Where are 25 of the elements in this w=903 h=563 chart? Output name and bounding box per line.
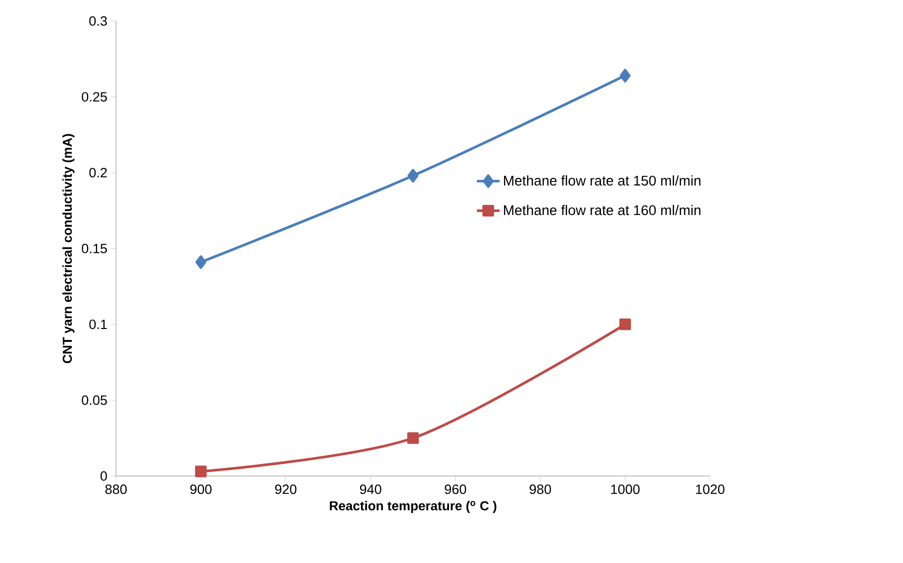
- point: [620, 68, 631, 82]
- point: [407, 432, 419, 444]
- legend-label: Methane flow rate at 150 ml/min: [504, 175, 700, 186]
- x-tick-label: 1000: [611, 484, 640, 494]
- y-tick-label: 0.15: [82, 244, 107, 254]
- x-tick-label: 880: [105, 484, 127, 494]
- y-tick-label: 0.25: [82, 92, 107, 102]
- x-tick-label: 900: [190, 484, 212, 494]
- point: [195, 255, 206, 269]
- point: [195, 466, 207, 478]
- y-tick-label: 0.3: [89, 16, 107, 26]
- y-tick-label: 0.2: [89, 168, 107, 178]
- x-tick-label: 940: [360, 484, 382, 494]
- x-tick-label: 980: [530, 484, 551, 494]
- y-tick-label: 0: [100, 471, 107, 481]
- point: [408, 168, 418, 182]
- point: [619, 318, 631, 330]
- x-tick-label: 960: [444, 484, 466, 494]
- y-tick-label: 0.05: [82, 395, 107, 405]
- x-tick-label: 920: [275, 484, 296, 494]
- y-axis-title: CNT yarn electrical conductivity (mA): [62, 134, 74, 364]
- legend-label: Methane flow rate at 160 ml/min: [504, 204, 700, 216]
- y-tick-label: 0.1: [89, 320, 107, 330]
- x-axis-title: Reaction temperature ($^{o}$ C ): [330, 500, 496, 513]
- x-tick-label: 1020: [696, 484, 724, 494]
